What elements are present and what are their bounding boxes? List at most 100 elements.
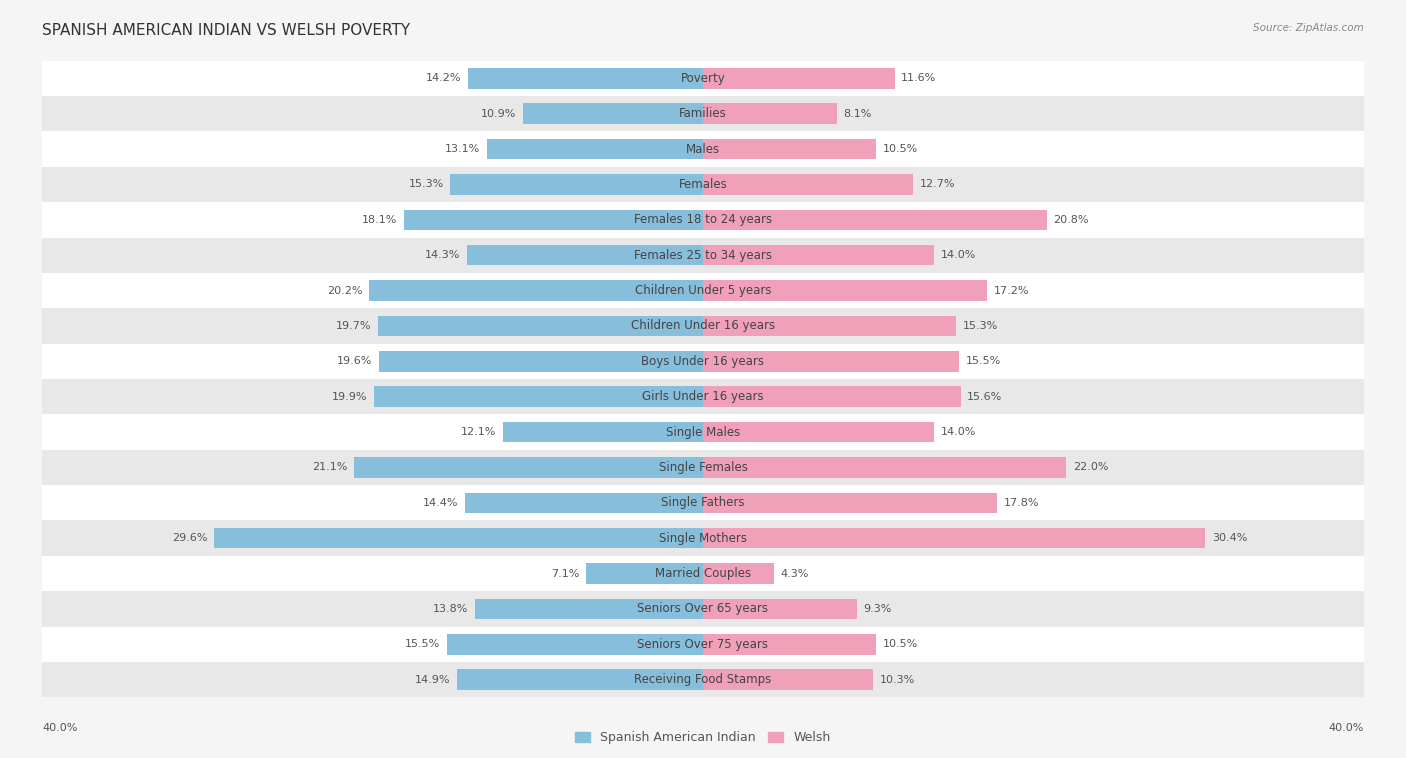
Text: Females 18 to 24 years: Females 18 to 24 years bbox=[634, 213, 772, 227]
Bar bbox=[380, 351, 703, 371]
Text: 13.8%: 13.8% bbox=[433, 604, 468, 614]
Bar bbox=[374, 387, 703, 407]
Text: Single Females: Single Females bbox=[658, 461, 748, 474]
Bar bbox=[447, 634, 703, 655]
Text: 14.0%: 14.0% bbox=[941, 250, 976, 260]
Bar bbox=[42, 485, 1364, 521]
Text: Source: ZipAtlas.com: Source: ZipAtlas.com bbox=[1253, 23, 1364, 33]
Bar bbox=[370, 280, 703, 301]
Bar bbox=[703, 493, 997, 513]
Bar bbox=[42, 591, 1364, 627]
Text: Females 25 to 34 years: Females 25 to 34 years bbox=[634, 249, 772, 262]
Bar bbox=[703, 68, 894, 89]
Text: Single Males: Single Males bbox=[666, 425, 740, 439]
Text: Girls Under 16 years: Girls Under 16 years bbox=[643, 390, 763, 403]
Bar bbox=[703, 280, 987, 301]
Bar bbox=[42, 61, 1364, 96]
Text: 20.8%: 20.8% bbox=[1053, 215, 1088, 225]
Text: 9.3%: 9.3% bbox=[863, 604, 891, 614]
Bar bbox=[703, 209, 1046, 230]
Bar bbox=[475, 599, 703, 619]
Text: Children Under 5 years: Children Under 5 years bbox=[634, 284, 772, 297]
Bar bbox=[703, 599, 856, 619]
Text: 15.6%: 15.6% bbox=[967, 392, 1002, 402]
Bar bbox=[468, 68, 703, 89]
Text: 40.0%: 40.0% bbox=[1329, 722, 1364, 733]
Text: SPANISH AMERICAN INDIAN VS WELSH POVERTY: SPANISH AMERICAN INDIAN VS WELSH POVERTY bbox=[42, 23, 411, 38]
Text: 29.6%: 29.6% bbox=[172, 533, 207, 543]
Text: 4.3%: 4.3% bbox=[780, 568, 808, 578]
Text: Single Mothers: Single Mothers bbox=[659, 531, 747, 545]
Bar bbox=[42, 627, 1364, 662]
Bar bbox=[404, 209, 703, 230]
Bar bbox=[42, 449, 1364, 485]
Text: 20.2%: 20.2% bbox=[328, 286, 363, 296]
Text: 14.4%: 14.4% bbox=[423, 498, 458, 508]
Text: 11.6%: 11.6% bbox=[901, 74, 936, 83]
Text: Married Couples: Married Couples bbox=[655, 567, 751, 580]
Text: 14.3%: 14.3% bbox=[425, 250, 460, 260]
Bar bbox=[703, 421, 934, 443]
Bar bbox=[703, 563, 775, 584]
Text: Single Fathers: Single Fathers bbox=[661, 496, 745, 509]
Text: 7.1%: 7.1% bbox=[551, 568, 579, 578]
Bar bbox=[703, 103, 837, 124]
Text: Poverty: Poverty bbox=[681, 72, 725, 85]
Text: 21.1%: 21.1% bbox=[312, 462, 347, 472]
Bar bbox=[450, 174, 703, 195]
Text: Boys Under 16 years: Boys Under 16 years bbox=[641, 355, 765, 368]
Text: 19.7%: 19.7% bbox=[336, 321, 371, 331]
Bar bbox=[42, 662, 1364, 697]
Bar bbox=[465, 493, 703, 513]
Legend: Spanish American Indian, Welsh: Spanish American Indian, Welsh bbox=[575, 731, 831, 744]
Bar bbox=[378, 315, 703, 337]
Bar bbox=[703, 457, 1066, 478]
Bar bbox=[42, 343, 1364, 379]
Bar bbox=[703, 315, 956, 337]
Bar bbox=[703, 528, 1205, 549]
Text: 14.9%: 14.9% bbox=[415, 675, 450, 684]
Text: 10.3%: 10.3% bbox=[880, 675, 915, 684]
Bar bbox=[42, 521, 1364, 556]
Text: 30.4%: 30.4% bbox=[1212, 533, 1247, 543]
Bar bbox=[42, 202, 1364, 237]
Bar bbox=[42, 237, 1364, 273]
Text: 10.5%: 10.5% bbox=[883, 144, 918, 154]
Bar bbox=[42, 167, 1364, 202]
Text: 13.1%: 13.1% bbox=[444, 144, 479, 154]
Text: 15.3%: 15.3% bbox=[408, 180, 444, 190]
Bar bbox=[457, 669, 703, 690]
Bar bbox=[703, 245, 934, 265]
Bar bbox=[703, 139, 876, 159]
Text: 8.1%: 8.1% bbox=[844, 108, 872, 119]
Text: Males: Males bbox=[686, 143, 720, 155]
Text: 15.3%: 15.3% bbox=[962, 321, 998, 331]
Bar bbox=[42, 131, 1364, 167]
Text: 15.5%: 15.5% bbox=[966, 356, 1001, 366]
Bar bbox=[42, 379, 1364, 415]
Text: 17.8%: 17.8% bbox=[1004, 498, 1039, 508]
Text: 18.1%: 18.1% bbox=[361, 215, 398, 225]
Bar bbox=[42, 415, 1364, 449]
Bar bbox=[214, 528, 703, 549]
Text: 19.6%: 19.6% bbox=[337, 356, 373, 366]
Bar bbox=[503, 421, 703, 443]
Bar bbox=[523, 103, 703, 124]
Text: 12.1%: 12.1% bbox=[461, 427, 496, 437]
Bar bbox=[486, 139, 703, 159]
Bar bbox=[354, 457, 703, 478]
Text: 19.9%: 19.9% bbox=[332, 392, 367, 402]
Text: 10.9%: 10.9% bbox=[481, 108, 516, 119]
Bar bbox=[703, 351, 959, 371]
Text: Seniors Over 65 years: Seniors Over 65 years bbox=[637, 603, 769, 615]
Bar bbox=[703, 174, 912, 195]
Bar bbox=[42, 309, 1364, 343]
Text: 40.0%: 40.0% bbox=[42, 722, 77, 733]
Text: 14.2%: 14.2% bbox=[426, 74, 461, 83]
Text: 10.5%: 10.5% bbox=[883, 639, 918, 650]
Text: Females: Females bbox=[679, 178, 727, 191]
Bar bbox=[42, 273, 1364, 309]
Text: Receiving Food Stamps: Receiving Food Stamps bbox=[634, 673, 772, 686]
Text: 12.7%: 12.7% bbox=[920, 180, 955, 190]
Text: Families: Families bbox=[679, 107, 727, 121]
